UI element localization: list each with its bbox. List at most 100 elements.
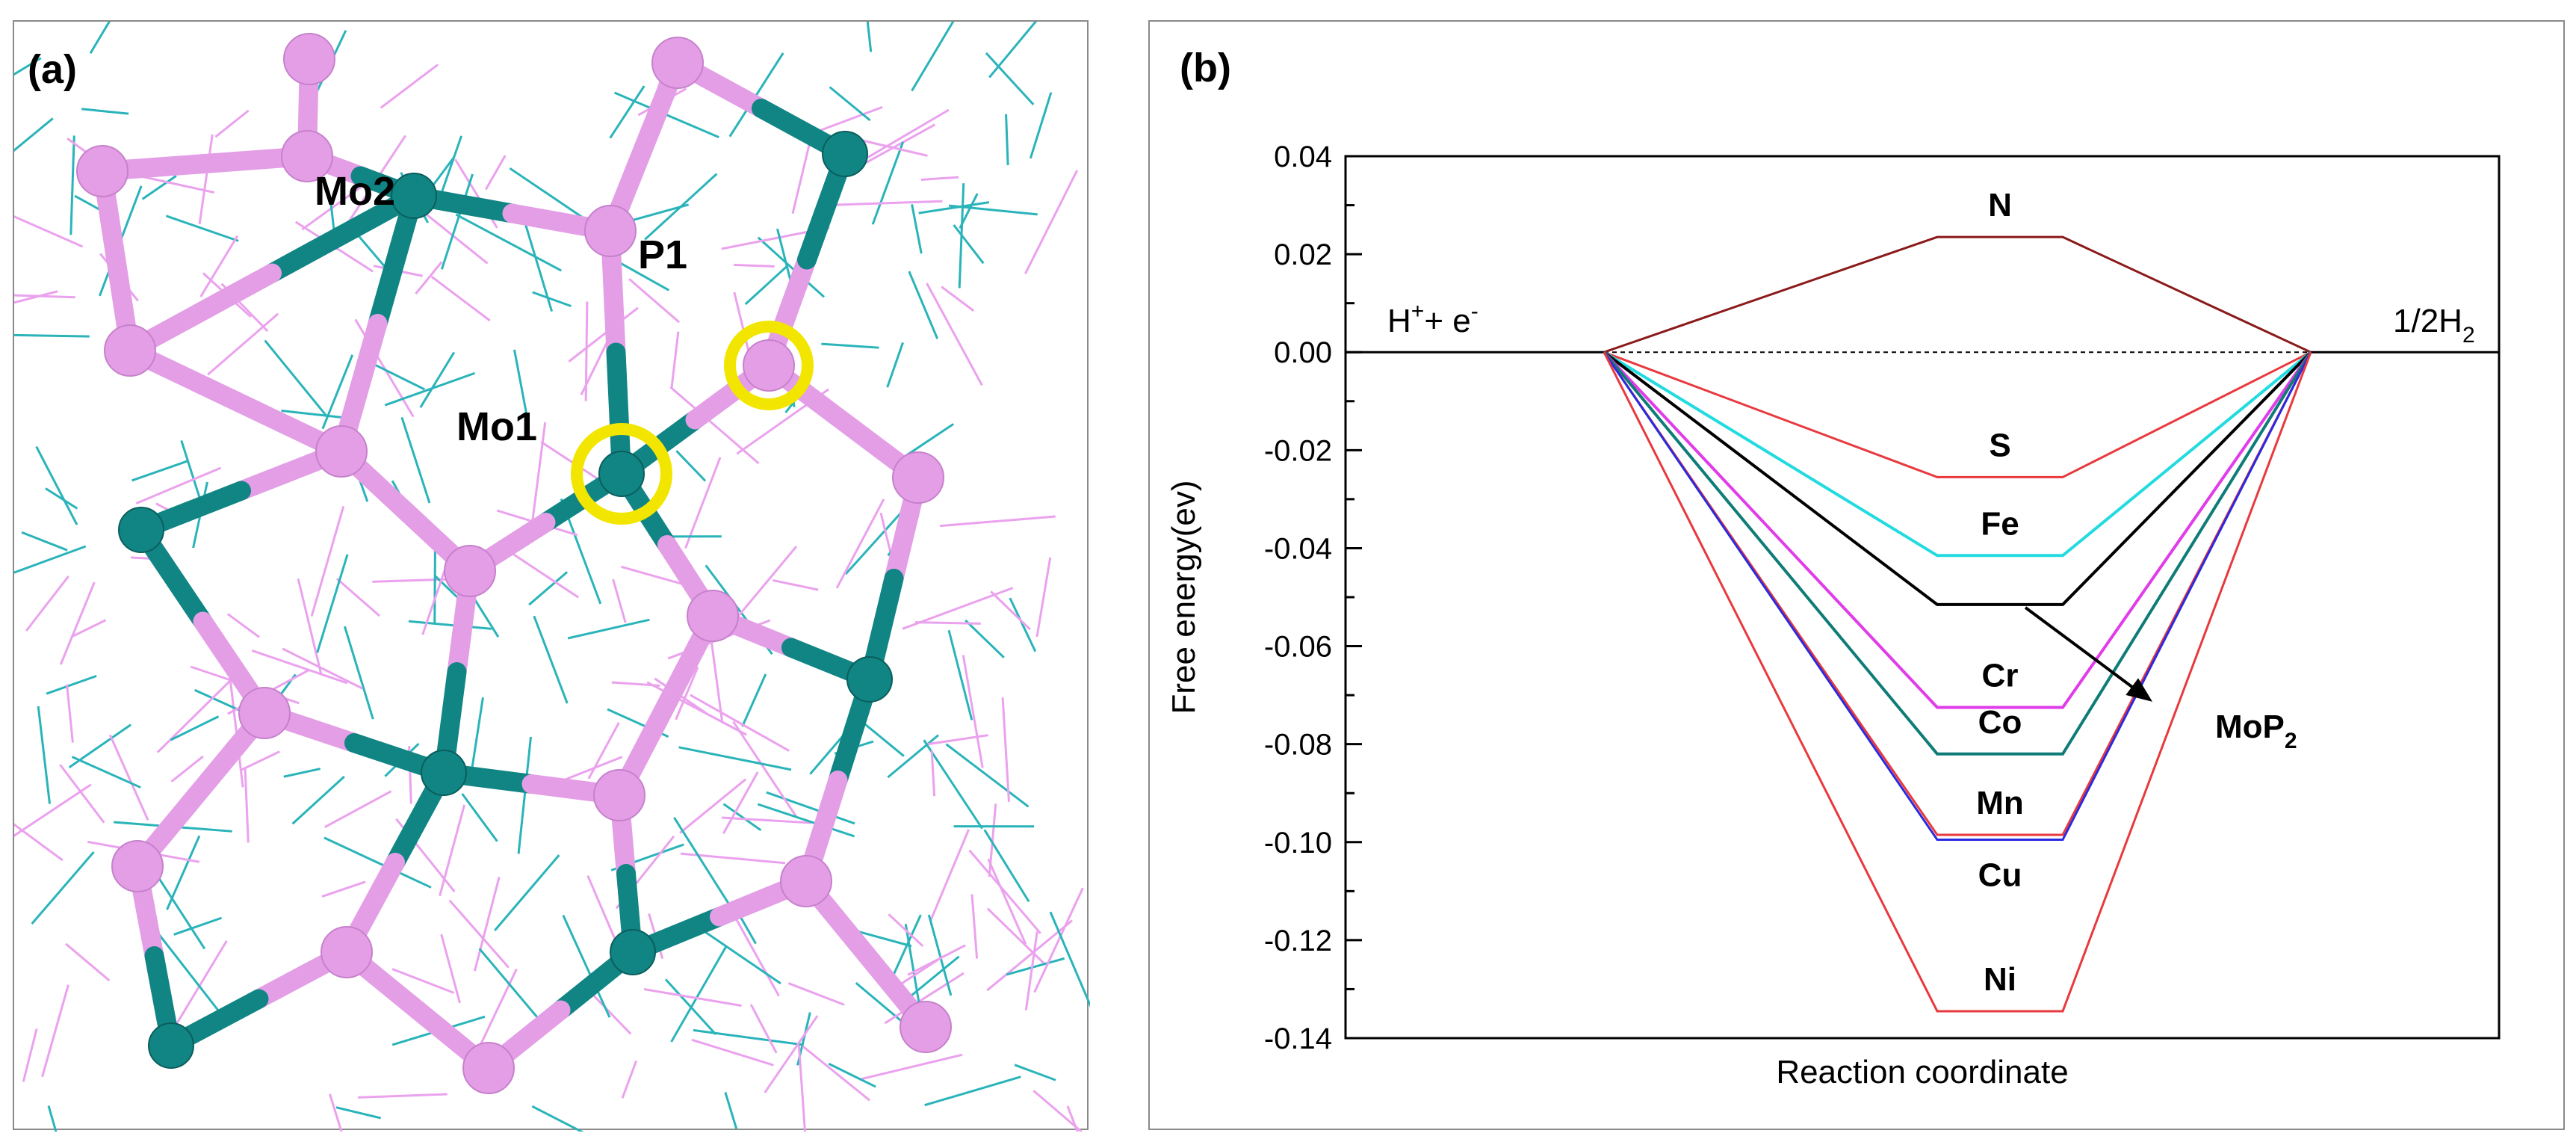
series-line-ni bbox=[1603, 351, 2312, 1013]
wireframe-bond bbox=[1033, 887, 1084, 993]
wireframe-bond bbox=[766, 791, 855, 825]
wireframe-bond bbox=[859, 108, 950, 164]
y-tick-label: -0.02 bbox=[1264, 434, 1332, 467]
wireframe-bond bbox=[540, 440, 601, 482]
wireframe-bond bbox=[911, 22, 955, 92]
wireframe-bond bbox=[291, 775, 345, 825]
p-atom bbox=[687, 590, 739, 642]
mo-atom bbox=[610, 929, 656, 975]
mop2-annotation-label: MoP2 bbox=[2215, 709, 2297, 753]
mo-atom bbox=[148, 1022, 194, 1069]
wireframe-bond bbox=[741, 673, 767, 727]
wireframe-bond bbox=[214, 109, 250, 138]
p-atom bbox=[780, 855, 832, 907]
wireframe-bond bbox=[773, 578, 819, 591]
wireframe-bond bbox=[802, 1045, 871, 1102]
wireframe-bond bbox=[911, 204, 923, 254]
wireframe-bond bbox=[473, 876, 501, 972]
wireframe-bond bbox=[372, 578, 456, 583]
wireframe-bond bbox=[517, 736, 533, 854]
wireframe-bond bbox=[240, 750, 280, 772]
wireframe-bond bbox=[329, 1093, 343, 1132]
mop2-annotation: MoP2 bbox=[2024, 606, 2297, 753]
wireframe-bond bbox=[962, 655, 984, 768]
y-tick-label: -0.04 bbox=[1264, 532, 1332, 565]
series-line-co bbox=[1603, 351, 2312, 756]
wireframe-bond bbox=[590, 992, 632, 1035]
wireframe-bond bbox=[531, 1105, 584, 1132]
wireframe-bond bbox=[108, 734, 149, 821]
wireframe-bond bbox=[135, 466, 222, 504]
wireframe-bond bbox=[988, 22, 1038, 78]
wireframe-bond bbox=[809, 733, 845, 775]
wireframe-bond bbox=[521, 215, 554, 312]
wireframe-bond bbox=[141, 174, 177, 200]
wireframe-bond bbox=[879, 512, 893, 555]
wireframe-bond bbox=[282, 647, 364, 690]
wireframe-bond bbox=[856, 930, 912, 948]
mo-atom bbox=[421, 750, 467, 796]
wireframe-bond bbox=[670, 331, 680, 389]
y-tick-label: 0.00 bbox=[1274, 336, 1332, 369]
wireframe-bond bbox=[532, 291, 572, 307]
wireframe-bond bbox=[433, 543, 436, 623]
wireframe-bond bbox=[31, 851, 95, 925]
wireframe-bond bbox=[89, 22, 111, 55]
series-label-ni: Ni bbox=[1984, 961, 2016, 998]
wireframe-bond bbox=[41, 984, 69, 1078]
wireframe-bond bbox=[358, 1093, 448, 1099]
wireframe-bond bbox=[421, 560, 450, 635]
plot-frame bbox=[1344, 155, 2501, 1040]
wireframe-bond bbox=[513, 349, 530, 427]
panel-b-label: (b) bbox=[1180, 46, 1231, 90]
wireframe-bond bbox=[473, 597, 500, 638]
wireframe-bond bbox=[621, 1060, 638, 1099]
atom-label-p1: P1 bbox=[638, 232, 687, 277]
wireframe-bond bbox=[25, 575, 69, 632]
wireframe-bond bbox=[226, 613, 260, 638]
wireframe-bond bbox=[722, 771, 759, 834]
mop2-arrow bbox=[2024, 606, 2143, 696]
wireframe-bond bbox=[609, 85, 645, 139]
wireframe-bond bbox=[693, 1028, 804, 1046]
wireframe-bond bbox=[939, 515, 1056, 528]
mo1-highlight-ring bbox=[571, 423, 672, 525]
wireframe-bond bbox=[902, 587, 1014, 630]
wireframe-bond bbox=[562, 915, 611, 1018]
wireframe-bond bbox=[321, 880, 366, 898]
p-atom bbox=[584, 205, 637, 257]
series-line-n bbox=[1603, 235, 2312, 354]
series-label-cr: Cr bbox=[1982, 658, 2019, 694]
wireframe-bond bbox=[283, 768, 321, 778]
y-tick-label: 0.02 bbox=[1274, 238, 1332, 271]
wireframe-bond bbox=[611, 681, 660, 687]
wireframe-bond bbox=[173, 916, 223, 936]
wireframe-bond bbox=[691, 1038, 774, 1067]
wireframe-bond bbox=[384, 371, 476, 407]
wireframe-bond bbox=[1014, 1064, 1056, 1081]
p-atom bbox=[743, 339, 795, 392]
stick-bond bbox=[120, 263, 282, 360]
wireframe-bond bbox=[343, 626, 374, 720]
wireframe-bond bbox=[170, 755, 204, 783]
series-line-mop2 bbox=[1603, 351, 2312, 606]
wireframe-bond bbox=[886, 342, 904, 388]
wireframe-bond bbox=[71, 756, 141, 789]
wireframe-bond bbox=[471, 697, 484, 767]
p-atom bbox=[238, 687, 291, 739]
wireframe-bond bbox=[722, 816, 812, 824]
wireframe-bond bbox=[587, 722, 620, 780]
stick-bond bbox=[262, 186, 424, 283]
wireframe-bond bbox=[970, 894, 979, 959]
wireframe-bond bbox=[1032, 1090, 1083, 1132]
wireframe-bond bbox=[675, 450, 707, 482]
wireframe-bond bbox=[567, 618, 650, 640]
panel-b-chart: (b) 0.04 0.02 0.00 -0.02 -0.04 -0.06 -0.08 -0.1… bbox=[1148, 20, 2565, 1130]
p-atom bbox=[321, 926, 373, 978]
wireframe-bond bbox=[281, 410, 343, 419]
wireframe-bond bbox=[617, 261, 670, 291]
wireframe-bond bbox=[953, 224, 985, 265]
wireframe-bond bbox=[1006, 957, 1065, 976]
wireframe-bond bbox=[986, 907, 1046, 965]
wireframe-bond bbox=[924, 1076, 1021, 1107]
